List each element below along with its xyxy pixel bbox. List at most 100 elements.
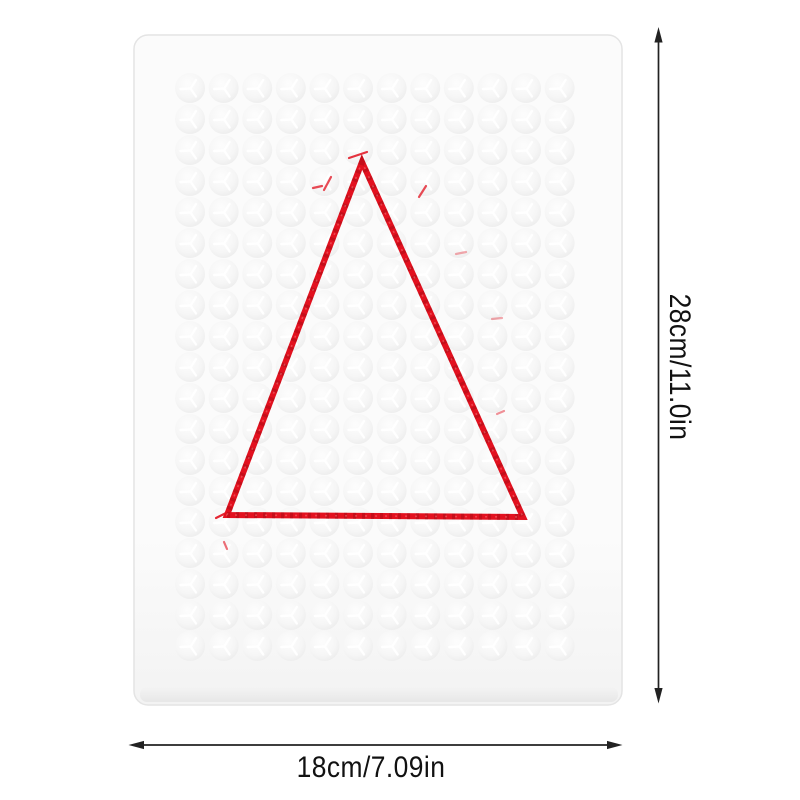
peg [543,381,576,415]
peg [274,102,307,136]
peg [509,505,543,539]
peg [241,319,274,353]
peg [207,412,240,446]
peg [173,443,207,477]
thread-fragment [495,409,506,416]
peg [341,257,375,291]
peg [409,226,442,260]
peg [509,102,543,136]
peg [543,71,576,105]
peg [308,412,341,446]
height-dimension-label: 28cm/11.0in [663,293,696,441]
peg [509,536,543,570]
width-dimension-label: 18cm/7.09in [296,751,446,784]
peg [476,505,509,539]
peg [207,319,240,353]
peg [476,598,509,632]
width-dimension-arrow [128,740,623,750]
peg [241,195,274,229]
peg [375,629,408,663]
peg [173,102,207,136]
peg [308,350,341,384]
peg [241,164,274,198]
peg [442,195,475,229]
peg [207,350,240,384]
peg [375,536,408,570]
peg [207,133,240,167]
peg [442,598,475,632]
peg [173,257,207,291]
height-arrow-head-top [654,27,663,43]
peg [543,288,576,322]
peg [308,567,341,601]
peg [274,629,307,663]
peg [409,381,442,415]
peg [274,567,307,601]
peg [308,536,341,570]
peg [375,567,408,601]
peg [375,257,408,291]
peg [207,71,240,105]
peg [341,288,375,322]
peg [241,102,274,136]
peg [543,443,576,477]
peg [308,195,341,229]
thread-fragment [417,184,428,199]
peg [476,350,509,384]
peg [509,71,543,105]
peg [173,164,207,198]
peg [543,133,576,167]
peg [543,505,576,539]
red-thread-triangle [214,150,528,551]
peg [274,226,307,260]
peg [341,505,375,539]
peg [241,226,274,260]
peg [543,350,576,384]
peg [207,288,240,322]
peg [173,288,207,322]
peg [543,195,576,229]
peg [509,226,543,260]
peg [207,567,240,601]
peg [274,195,307,229]
peg [442,257,475,291]
peg [274,257,307,291]
thread-fragment [347,150,369,160]
peg [274,474,307,508]
peg [274,412,307,446]
peg [241,71,274,105]
peg [543,567,576,601]
peg [476,474,509,508]
peg [375,164,408,198]
peg [476,381,509,415]
peg [409,412,442,446]
peg [207,598,240,632]
peg [375,71,408,105]
peg [375,288,408,322]
peg [442,133,475,167]
peg [274,71,307,105]
peg [241,474,274,508]
peg [173,598,207,632]
peg [509,381,543,415]
peg [241,598,274,632]
peg [409,164,442,198]
peg [274,443,307,477]
peg [207,102,240,136]
peg [409,474,442,508]
peg [476,257,509,291]
peg [173,505,207,539]
peg [173,629,207,663]
peg [375,381,408,415]
peg [543,257,576,291]
peg [207,381,240,415]
peg [173,71,207,105]
peg [509,567,543,601]
peg [375,133,408,167]
thread-fragment [490,316,504,321]
peg [543,319,576,353]
thread-triangle-outline [222,154,528,521]
peg [341,536,375,570]
thread-fragment [454,250,468,256]
peg [207,443,240,477]
